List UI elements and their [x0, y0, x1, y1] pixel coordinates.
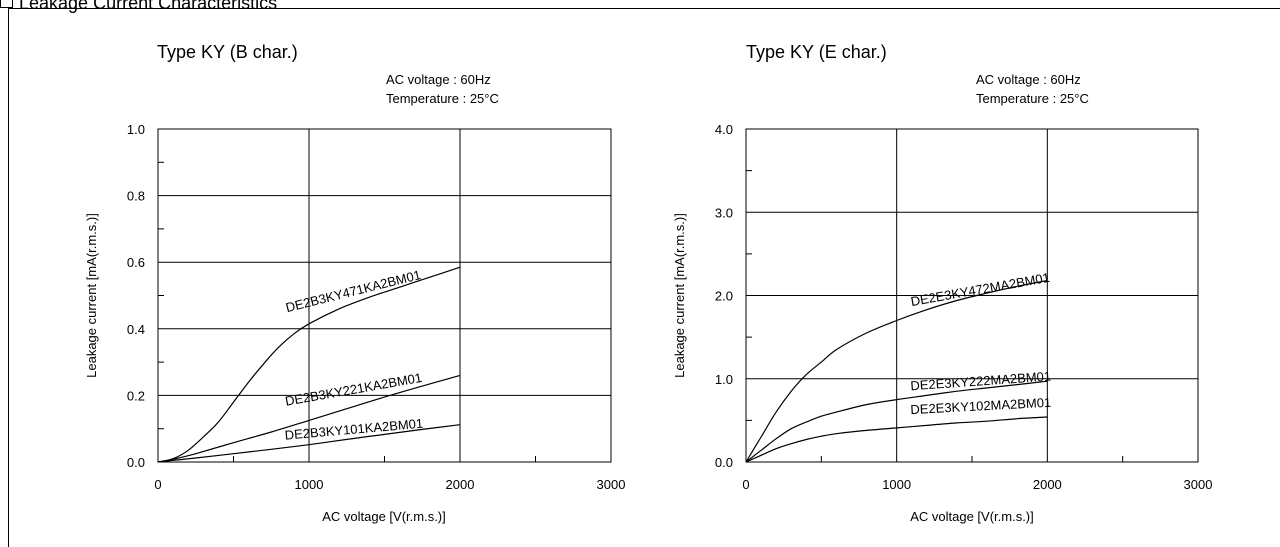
series-line — [745, 279, 1048, 463]
plot-frame — [745, 128, 1199, 463]
x-tick-label: 1000 — [882, 477, 911, 492]
y-axis-label: Leakage current [mA(r.m.s.)] — [84, 213, 99, 378]
series-label: DE2B3KY471KA2BM01 — [284, 267, 422, 315]
series-label: DE2E3KY102MA2BM01 — [910, 395, 1052, 417]
x-tick-label: 2000 — [1033, 477, 1062, 492]
series-label: DE2B3KY221KA2BM01 — [284, 370, 423, 409]
y-tick-label: 0.8 — [127, 189, 145, 204]
y-tick-label: 1.0 — [127, 122, 145, 137]
chart-2: Type KY (E char.) AC voltage : 60Hz Temper… — [672, 42, 1212, 524]
x-axis-label: AC voltage [V(r.m.s.)] — [910, 509, 1034, 524]
y-axis-label: Leakage current [mA(r.m.s.)] — [672, 213, 687, 378]
series-label: DE2E3KY222MA2BM01 — [910, 369, 1052, 394]
page-title: Leakage Current Characteristics — [0, 0, 277, 14]
figure-frame — [8, 8, 1280, 547]
x-tick-label: 0 — [742, 477, 749, 492]
bullet-square-icon — [0, 0, 13, 8]
y-tick-label: 1.0 — [715, 372, 733, 387]
chart-1: Type KY (B char.) AC voltage : 60Hz Temper… — [84, 42, 625, 524]
series-label: DE2E3KY472MA2BM01 — [910, 270, 1051, 309]
condition-temperature: Temperature : 25°C — [386, 91, 499, 106]
plot-frame — [157, 128, 612, 463]
x-tick-label: 2000 — [446, 477, 475, 492]
condition-temperature: Temperature : 25°C — [976, 91, 1089, 106]
series-line — [745, 416, 1048, 463]
y-tick-label: 0.0 — [715, 455, 733, 470]
condition-ac-voltage: AC voltage : 60Hz — [976, 72, 1081, 87]
page-title-text: Leakage Current Characteristics — [19, 0, 278, 13]
x-axis-label: AC voltage [V(r.m.s.)] — [322, 509, 446, 524]
y-tick-label: 3.0 — [715, 205, 733, 220]
y-tick-label: 0.4 — [127, 322, 145, 337]
series-line — [157, 424, 461, 463]
y-tick-label: 0.2 — [127, 388, 145, 403]
y-tick-label: 0.6 — [127, 255, 145, 270]
series-line — [157, 266, 461, 463]
chart-title: Type KY (B char.) — [157, 42, 298, 62]
series-line — [157, 374, 461, 463]
y-tick-label: 2.0 — [715, 289, 733, 304]
x-tick-label: 3000 — [597, 477, 626, 492]
x-tick-label: 3000 — [1184, 477, 1213, 492]
condition-ac-voltage: AC voltage : 60Hz — [386, 72, 491, 87]
series-line — [745, 380, 1048, 463]
chart-title: Type KY (E char.) — [746, 42, 887, 62]
y-tick-label: 4.0 — [715, 122, 733, 137]
x-tick-label: 0 — [154, 477, 161, 492]
y-tick-label: 0.0 — [127, 455, 145, 470]
x-tick-label: 1000 — [295, 477, 324, 492]
